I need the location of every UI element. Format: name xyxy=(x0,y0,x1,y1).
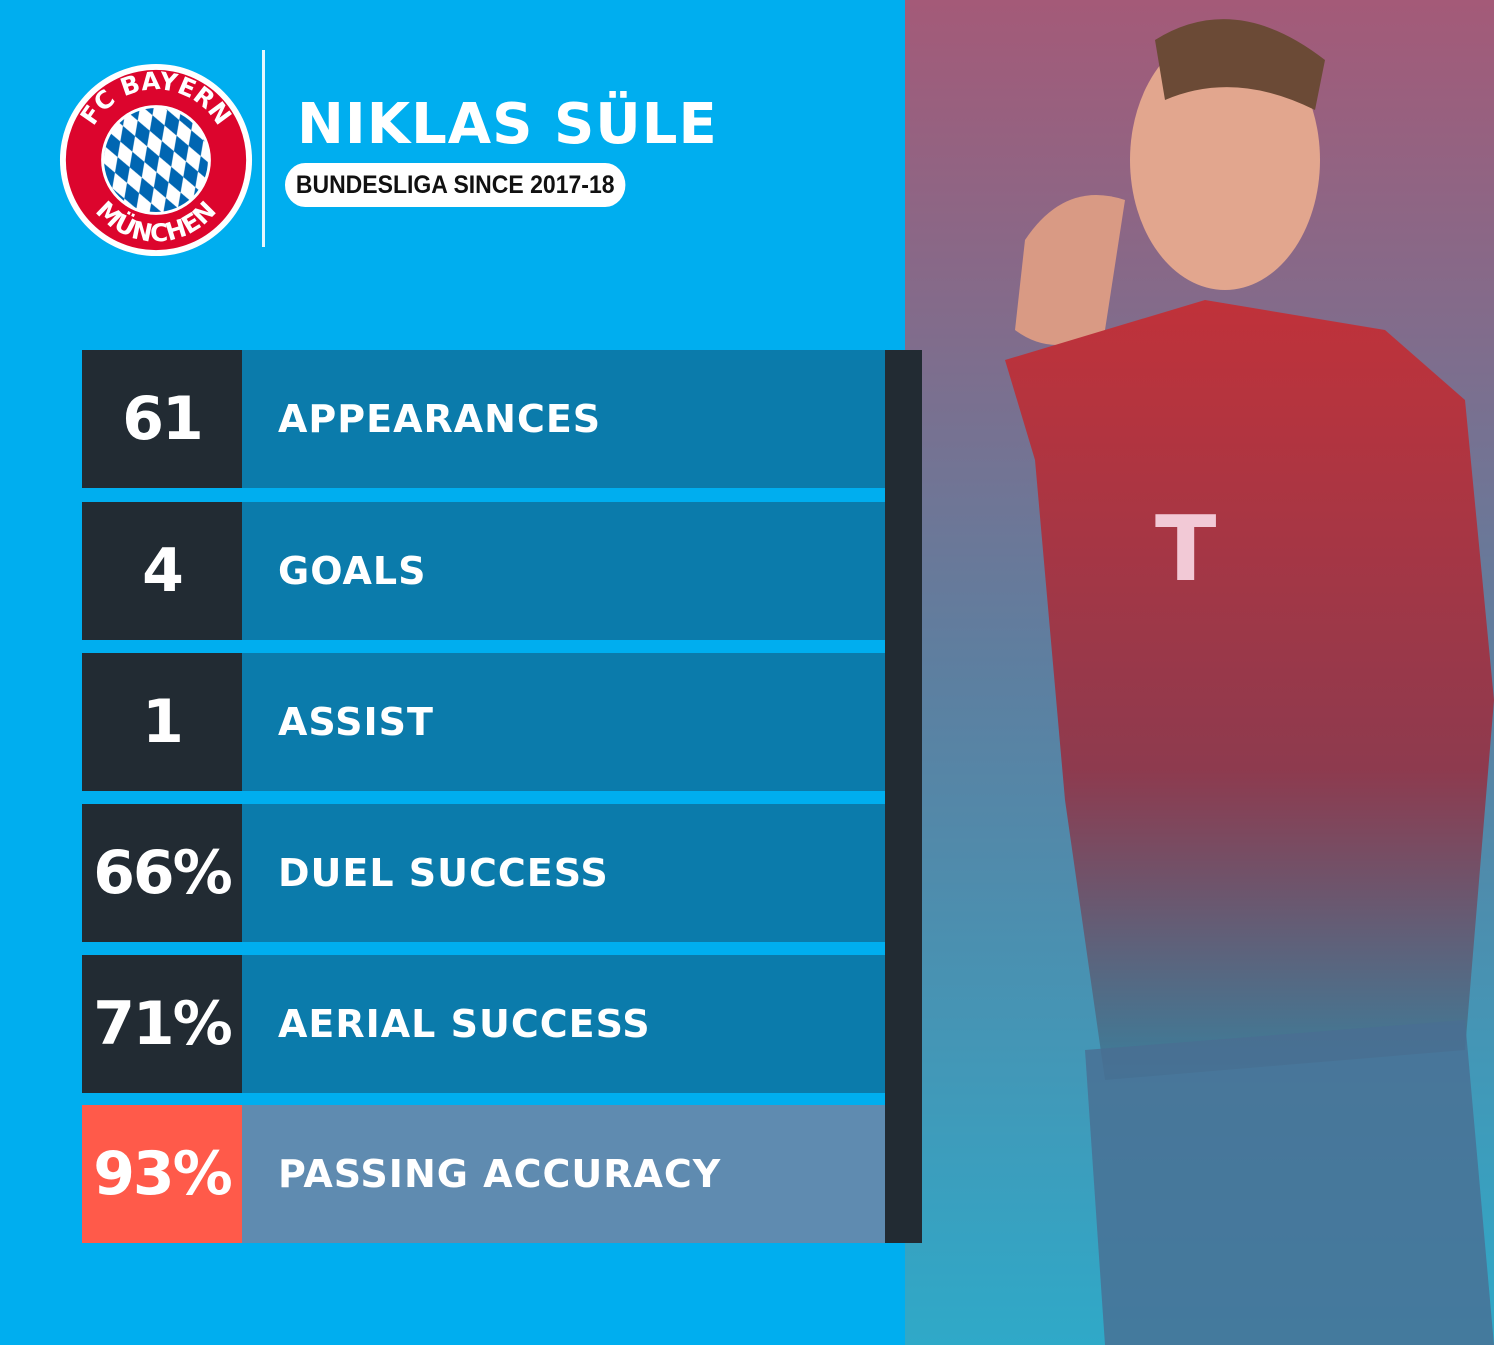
stats-side-strip xyxy=(885,350,922,1243)
stat-label: AERIAL SUCCESS xyxy=(242,955,885,1093)
stat-row-duel-success: 66% DUEL SUCCESS xyxy=(82,804,885,942)
stat-value: 1 xyxy=(82,653,242,791)
player-photo: T xyxy=(905,0,1494,1345)
stat-value: 66% xyxy=(82,804,242,942)
stat-value: 93% xyxy=(82,1105,242,1243)
header-divider xyxy=(262,50,265,247)
stat-row-goals: 4 GOALS xyxy=(82,502,885,640)
stat-row-appearances: 61 APPEARANCES xyxy=(82,350,885,488)
stat-row-assist: 1 ASSIST xyxy=(82,653,885,791)
svg-text:T: T xyxy=(1155,497,1216,602)
stat-row-passing-accuracy: 93% PASSING ACCURACY xyxy=(82,1105,885,1243)
stat-label: DUEL SUCCESS xyxy=(242,804,885,942)
subtitle-badge: BUNDESLIGA SINCE 2017-18 xyxy=(285,163,626,207)
club-logo: FC BAYERN MÜNCHEN xyxy=(59,63,253,257)
stat-label: APPEARANCES xyxy=(242,350,885,488)
player-name: NIKLAS SÜLE xyxy=(297,92,718,157)
stat-value: 71% xyxy=(82,955,242,1093)
stat-value: 61 xyxy=(82,350,242,488)
stat-label: ASSIST xyxy=(242,653,885,791)
stat-label: GOALS xyxy=(242,502,885,640)
stat-value: 4 xyxy=(82,502,242,640)
stat-label: PASSING ACCURACY xyxy=(242,1105,885,1243)
stat-row-aerial-success: 71% AERIAL SUCCESS xyxy=(82,955,885,1093)
